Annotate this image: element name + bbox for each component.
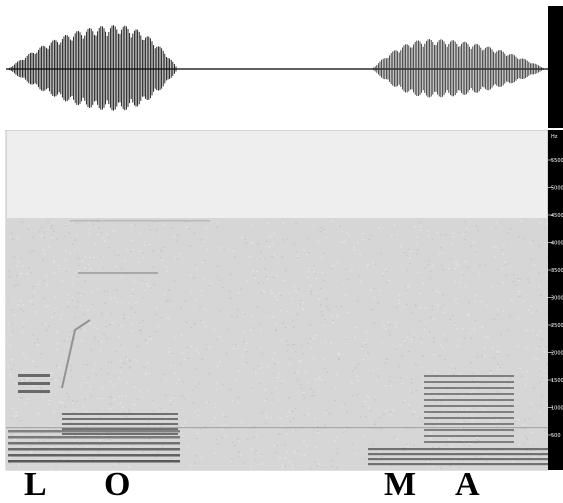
frequency-tick-label: 5500 — [551, 158, 563, 164]
frequency-ticks: 5500 5000 4500 4000 3500 3000 2500 2000 1500 1000… — [548, 158, 563, 439]
frequency-unit-label: Hz — [551, 134, 558, 140]
phoneme-label-l: L — [24, 466, 47, 503]
frequency-tick-label: 3000 — [551, 296, 563, 302]
phoneme-label-m: M — [384, 466, 417, 503]
frequency-tick-label: 1500 — [551, 378, 563, 384]
frequency-tick-label: 5000 — [551, 186, 563, 192]
frequency-tick-label: 4500 — [551, 213, 563, 219]
waveform-svg — [0, 0, 548, 130]
phoneme-label-a: A — [455, 466, 480, 503]
frequency-tick-label: 1000 — [551, 406, 563, 412]
frequency-tick-label: 2000 — [551, 351, 563, 357]
waveform-panel[interactable] — [0, 0, 563, 130]
frequency-tick-label: 2500 — [551, 323, 563, 329]
waveform-segment-ma — [373, 39, 546, 98]
spectrogram-formants — [6, 220, 548, 466]
frequency-tick-label: 500 — [551, 433, 561, 439]
waveform-segment-lo — [9, 25, 179, 111]
frequency-tick-label: 4000 — [551, 241, 563, 247]
spectrogram-panel[interactable]: Hz 5500 5000 4500 4000 3500 3000 2500 2000 1500 1… — [0, 129, 563, 475]
waveform-ruler — [548, 6, 563, 128]
spectrogram-svg: Hz 5500 5000 4500 4000 3500 3000 2500 2000 1500 1… — [5, 129, 563, 471]
spectrogram-noise — [7, 220, 549, 470]
frequency-tick-label: 3500 — [551, 268, 563, 274]
phoneme-label-o: O — [104, 466, 131, 503]
